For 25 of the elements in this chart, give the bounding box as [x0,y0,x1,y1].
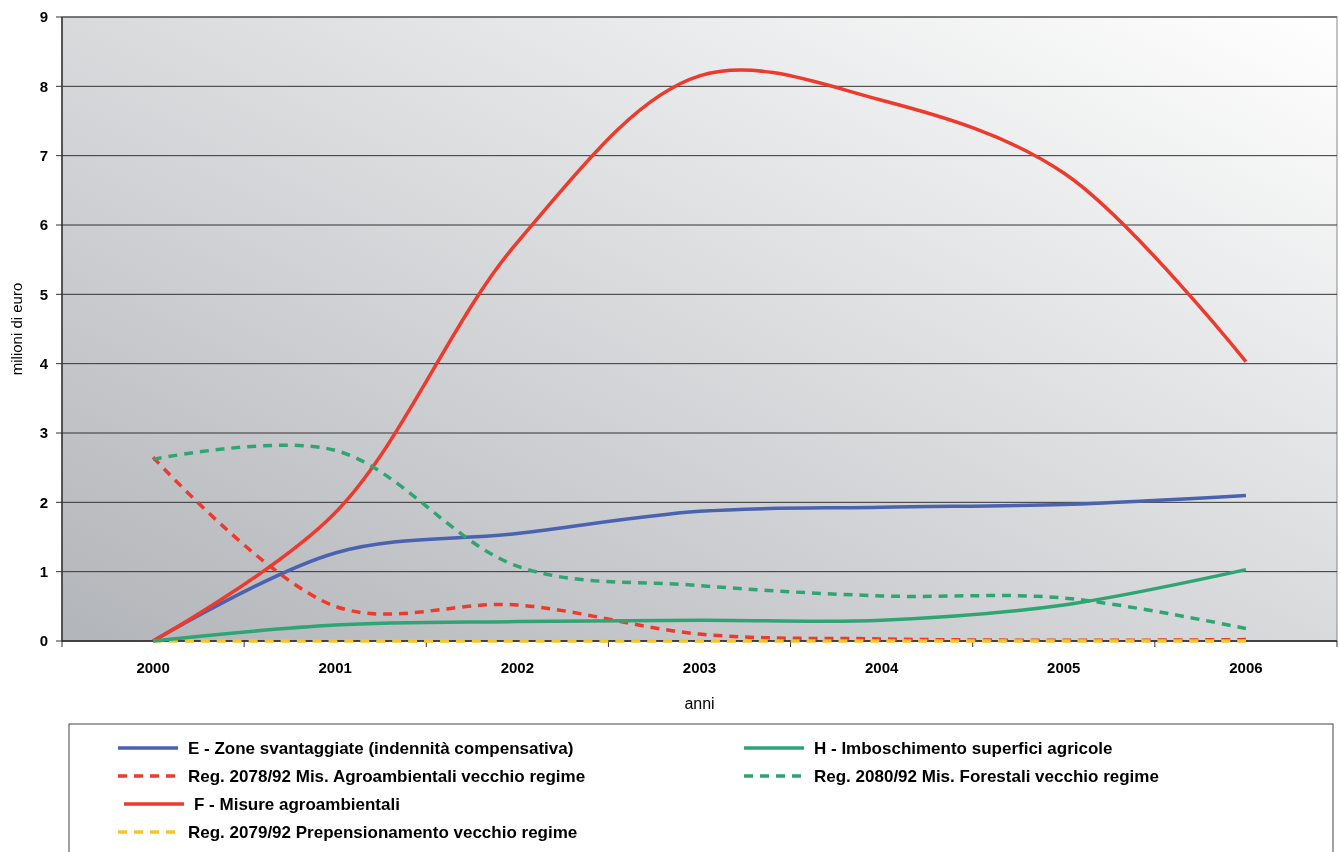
x-tick-label: 2003 [682,659,717,676]
legend-label: E - Zone svantaggiate (indennità compensativa) [188,738,574,758]
y-tick-label: 7 [39,146,48,164]
x-tick-label: 2000 [136,659,170,676]
legend-label: Reg. 2078/92 Mis. Agroambientali vecchio regime [188,766,586,786]
y-tick-label: 9 [39,8,48,26]
y-tick-label: 5 [39,285,48,303]
legend-label: F - Misure agroambientali [194,794,400,814]
x-tick-label: 2004 [864,659,899,676]
y-tick-label: 3 [39,424,48,442]
x-tick-label: 2001 [318,659,352,676]
y-tick-label: 8 [39,77,48,95]
x-tick-label: 2005 [1047,659,1081,676]
y-tick-label: 6 [39,216,48,234]
legend-label: H - Imboschimento superfici agricole [814,738,1113,758]
y-tick-label: 2 [39,493,48,511]
x-tick-label: 2006 [1229,659,1263,676]
y-tick-label: 0 [39,632,48,650]
y-tick-label: 1 [39,562,48,580]
legend-label: Reg. 2079/92 Prepensionamento vecchio regime [188,822,578,842]
x-tick-label: 2002 [500,659,535,676]
legend-label: Reg. 2080/92 Mis. Forestali vecchio regime [814,766,1159,786]
y-axis-title: milioni di euro [8,282,25,376]
x-axis-title: anni [684,695,715,712]
y-tick-label: 4 [39,354,49,372]
